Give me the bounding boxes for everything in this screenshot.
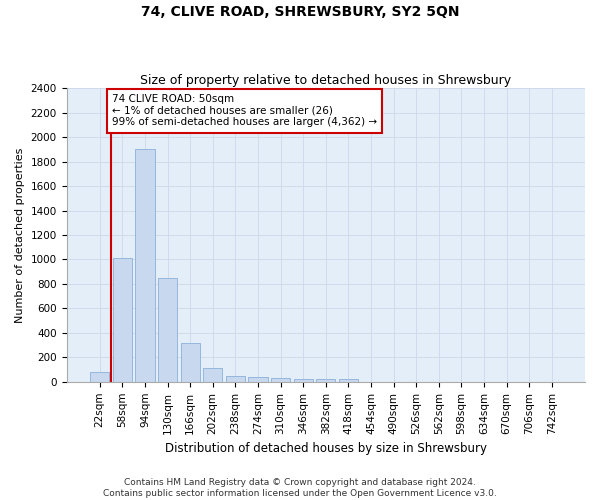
Text: 74 CLIVE ROAD: 50sqm
← 1% of detached houses are smaller (26)
99% of semi-detach: 74 CLIVE ROAD: 50sqm ← 1% of detached ho…	[112, 94, 377, 128]
Bar	[158, 278, 177, 382]
Y-axis label: Number of detached properties: Number of detached properties	[15, 148, 25, 322]
Bar	[90, 372, 109, 382]
Text: Contains HM Land Registry data © Crown copyright and database right 2024.
Contai: Contains HM Land Registry data © Crown c…	[103, 478, 497, 498]
Bar	[226, 376, 245, 382]
X-axis label: Distribution of detached houses by size in Shrewsbury: Distribution of detached houses by size …	[165, 442, 487, 455]
Bar	[316, 380, 335, 382]
Bar	[271, 378, 290, 382]
Text: 74, CLIVE ROAD, SHREWSBURY, SY2 5QN: 74, CLIVE ROAD, SHREWSBURY, SY2 5QN	[141, 5, 459, 19]
Bar	[136, 150, 155, 382]
Bar	[113, 258, 132, 382]
Title: Size of property relative to detached houses in Shrewsbury: Size of property relative to detached ho…	[140, 74, 511, 87]
Bar	[203, 368, 223, 382]
Bar	[248, 377, 268, 382]
Bar	[339, 380, 358, 382]
Bar	[293, 380, 313, 382]
Bar	[181, 342, 200, 382]
